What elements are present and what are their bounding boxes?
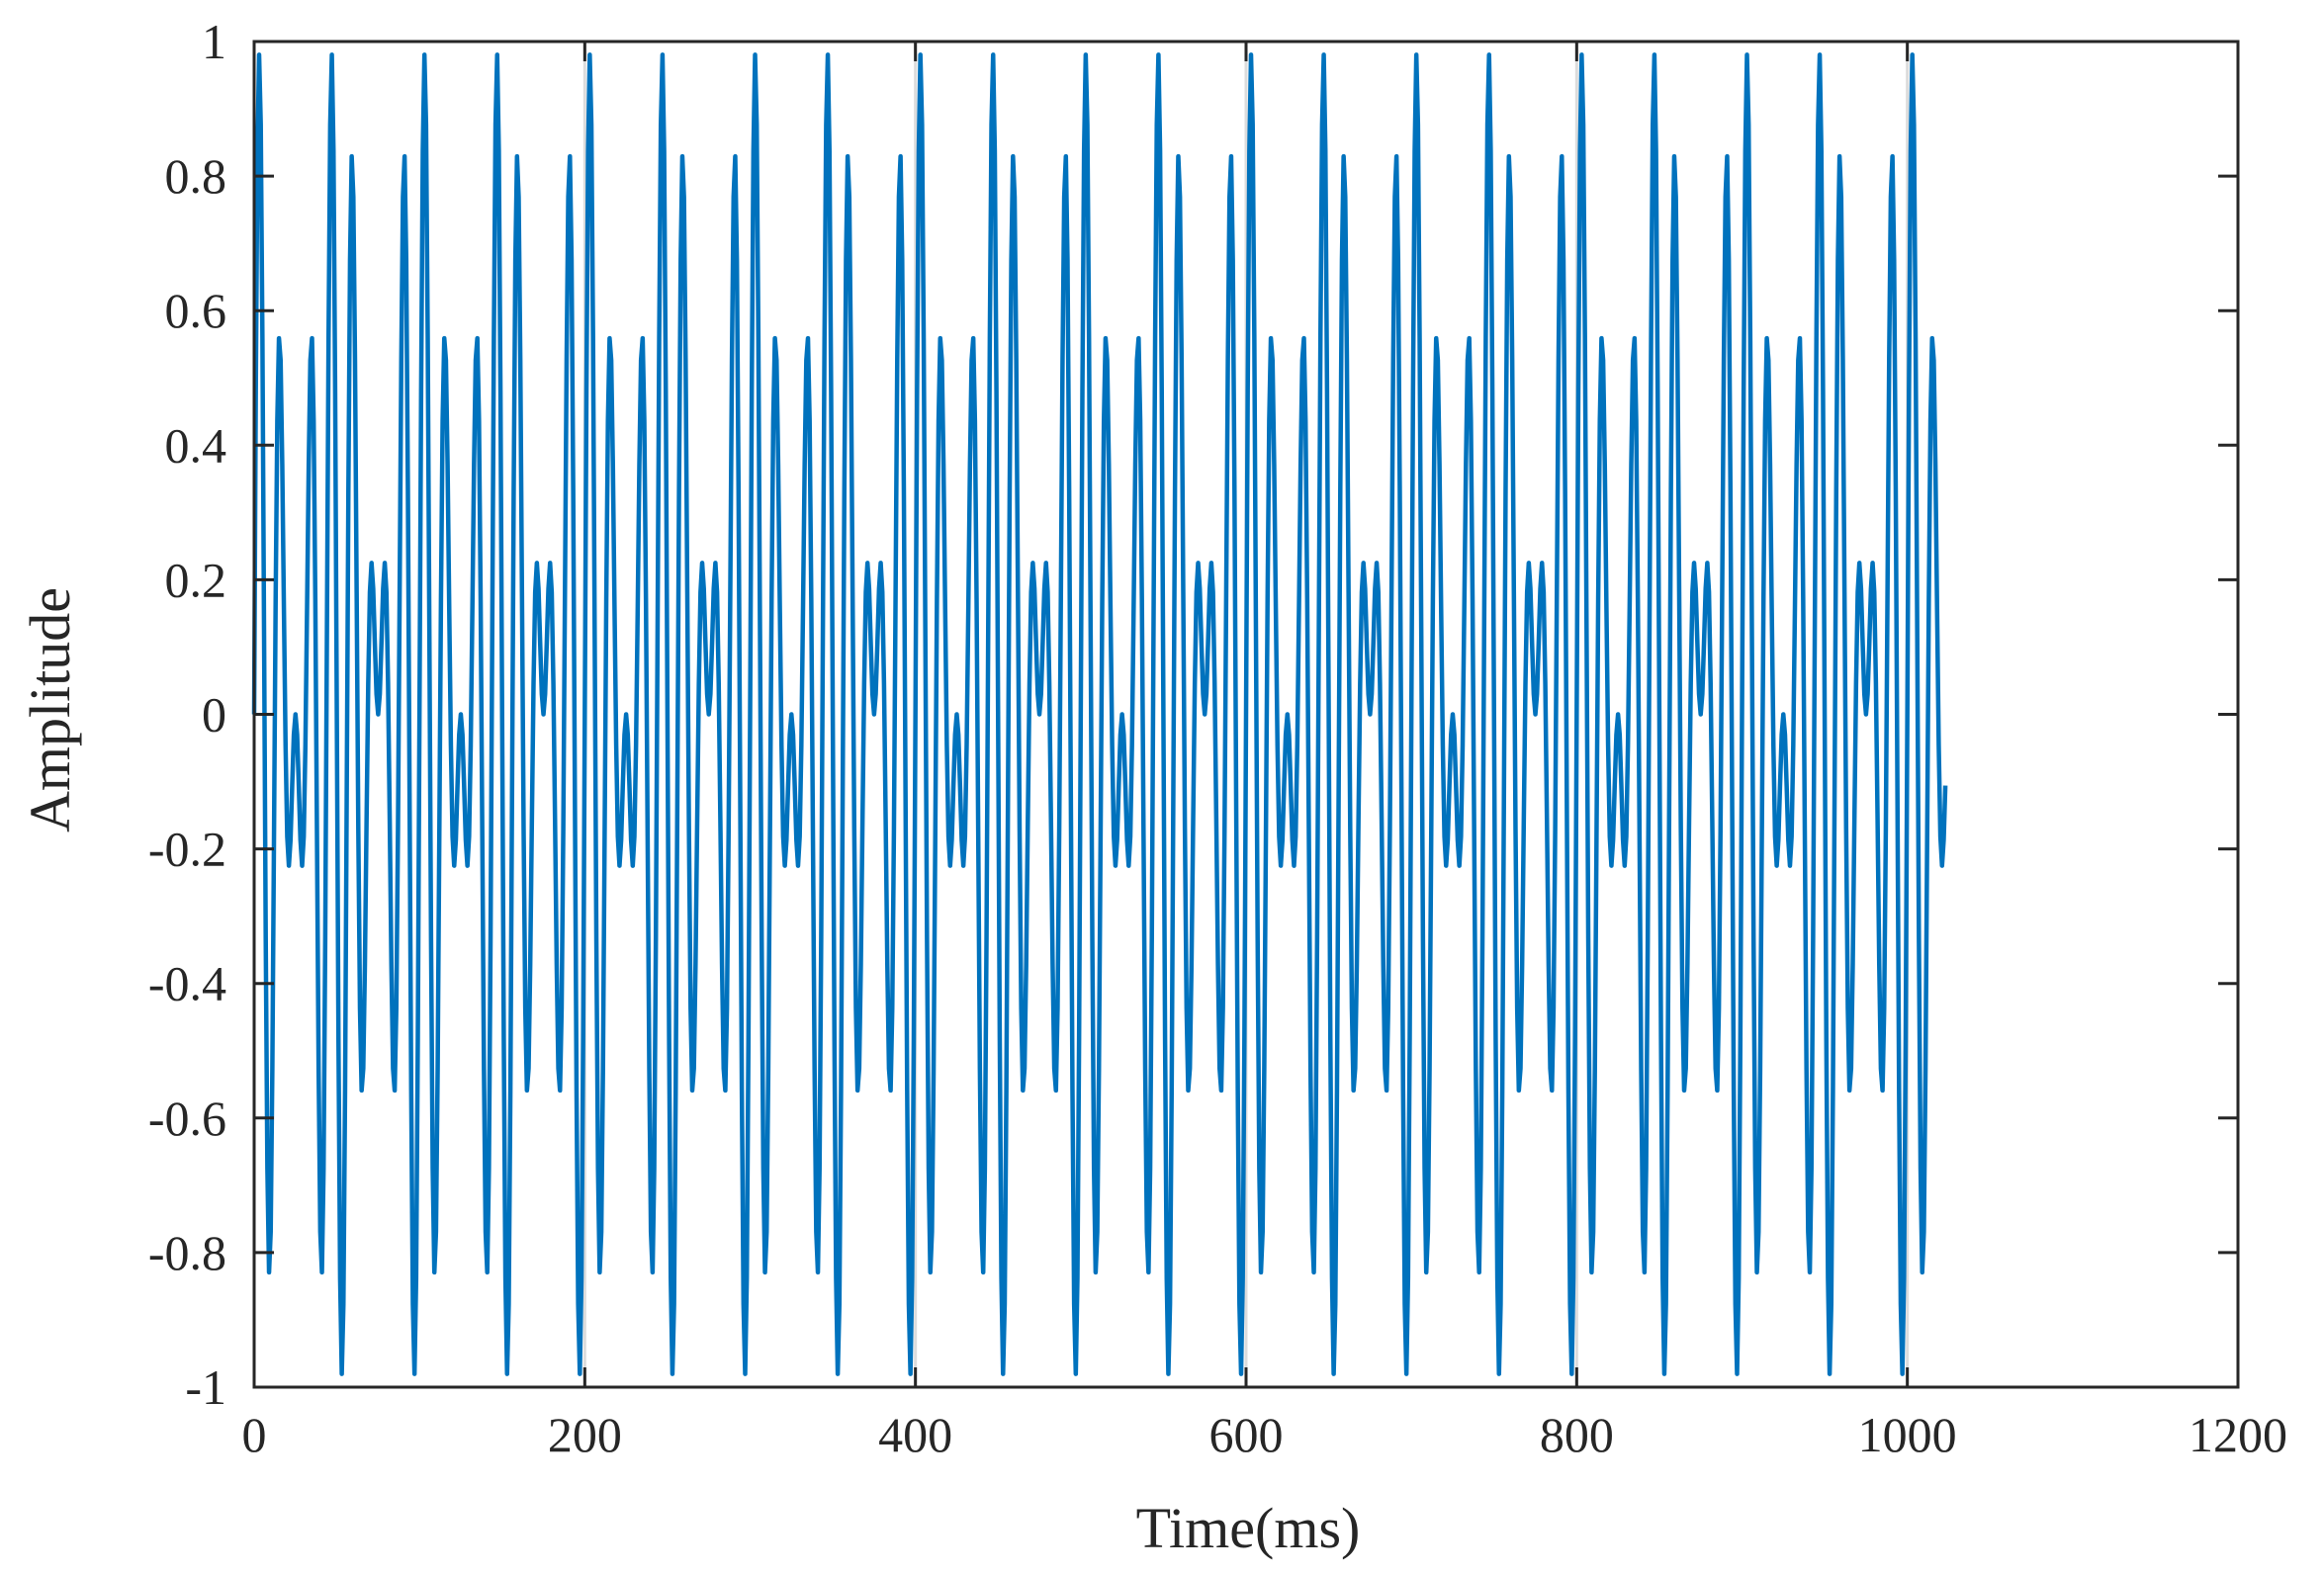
tick-marks xyxy=(252,40,2240,1389)
y-tick-label: -0.4 xyxy=(148,956,226,1011)
y-tick-label: 0.8 xyxy=(165,148,227,204)
x-tick-label: 400 xyxy=(878,1407,952,1462)
x-tick-labels: 0 200 400 600 800 1000 1200 xyxy=(242,1407,2288,1462)
series-layer xyxy=(251,52,1948,1376)
y-tick-labels: -1 -0.8 -0.6 -0.4 -0.2 0 0.2 0.4 0.6 0.8 1 xyxy=(148,14,226,1415)
x-tick-label: 1200 xyxy=(2189,1407,2287,1462)
y-tick-label: -0.8 xyxy=(148,1225,226,1280)
x-tick-label: 600 xyxy=(1209,1407,1284,1462)
y-tick-label: 0.6 xyxy=(165,283,227,338)
y-tick-label: 1 xyxy=(202,14,226,69)
x-tick-label: 1000 xyxy=(1858,1407,1957,1462)
x-tick-label: 0 xyxy=(242,1407,267,1462)
y-tick-label: 0 xyxy=(202,687,226,743)
y-tick-label: 0.2 xyxy=(165,552,227,607)
x-axis-title: Time(ms) xyxy=(1136,1496,1361,1560)
x-tick-label: 200 xyxy=(548,1407,622,1462)
y-tick-label: -1 xyxy=(185,1359,226,1415)
y-tick-label: -0.2 xyxy=(148,822,226,877)
y-tick-label: 0.4 xyxy=(165,417,227,473)
series-line xyxy=(251,52,1948,1376)
y-axis-title: Amplitude xyxy=(18,587,82,832)
y-tick-label: -0.6 xyxy=(148,1091,226,1146)
x-tick-label: 800 xyxy=(1540,1407,1614,1462)
